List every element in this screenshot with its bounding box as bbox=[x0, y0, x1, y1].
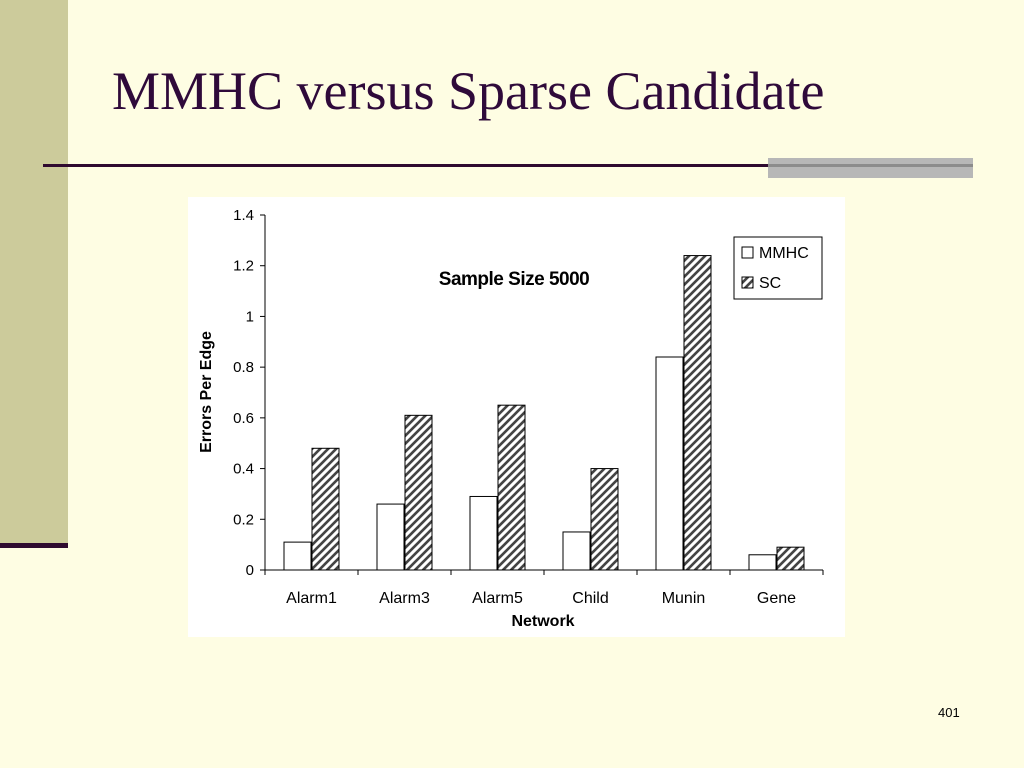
chart-bars bbox=[283, 255, 805, 571]
bar-mmhc-alarm1 bbox=[283, 541, 312, 571]
y-tick-label: 0.6 bbox=[233, 410, 254, 427]
x-tick-label: Alarm5 bbox=[472, 590, 523, 607]
title-accent-bar bbox=[768, 158, 973, 178]
bar-mmhc-child bbox=[562, 531, 591, 571]
y-axis-title: Errors Per Edge bbox=[198, 331, 215, 453]
y-tick-label: 1.4 bbox=[233, 207, 254, 224]
legend-swatch-sc bbox=[741, 276, 754, 289]
left-band-rule bbox=[0, 543, 68, 548]
y-tick-label: 1.2 bbox=[233, 258, 254, 275]
bar-sc-alarm3 bbox=[404, 414, 433, 571]
y-tick-label: 0.4 bbox=[233, 461, 254, 478]
chart-labels: 0 0.2 0.4 0.6 0.8 1 1.2 1.4 Alarm1 Alarm3 Alarm5 Ch… bbox=[233, 207, 796, 607]
chart-axes bbox=[260, 214, 824, 575]
chart-panel: 0 0.2 0.4 0.6 0.8 1 1.2 1.4 Alarm1 Alarm3 Alarm5 Ch… bbox=[188, 197, 845, 637]
bar-sc-gene bbox=[776, 546, 805, 571]
chart-legend: MMHC SC bbox=[733, 236, 823, 300]
bar-mmhc-alarm5 bbox=[469, 495, 498, 571]
y-tick-label: 1 bbox=[246, 308, 254, 325]
slide-title: MMHC versus Sparse Candidate bbox=[112, 61, 825, 121]
bar-sc-child bbox=[590, 468, 619, 571]
bar-mmhc-gene bbox=[748, 554, 777, 571]
y-tick-label: 0 bbox=[246, 562, 254, 579]
x-tick-label: Alarm3 bbox=[379, 590, 430, 607]
legend-label-sc: SC bbox=[759, 275, 781, 292]
left-decorative-band bbox=[0, 0, 68, 546]
y-tick-label: 0.8 bbox=[233, 359, 254, 376]
title-rule bbox=[43, 164, 783, 167]
bar-sc-munin bbox=[683, 255, 712, 571]
bar-mmhc-munin bbox=[655, 356, 684, 571]
bar-sc-alarm5 bbox=[497, 404, 526, 571]
legend-label-mmhc: MMHC bbox=[759, 245, 809, 262]
y-tick-label: 0.2 bbox=[233, 511, 254, 528]
x-tick-label: Alarm1 bbox=[286, 590, 337, 607]
x-tick-label: Child bbox=[572, 590, 608, 607]
legend-swatch-mmhc bbox=[741, 246, 754, 259]
bar-sc-alarm1 bbox=[311, 447, 340, 571]
bar-chart: 0 0.2 0.4 0.6 0.8 1 1.2 1.4 Alarm1 Alarm3 Alarm5 Ch… bbox=[198, 207, 824, 630]
slide-number: 401 bbox=[938, 705, 960, 720]
x-tick-label: Gene bbox=[757, 590, 796, 607]
x-tick-label: Munin bbox=[662, 590, 706, 607]
bar-mmhc-alarm3 bbox=[376, 503, 405, 571]
chart-title: Sample Size 5000 bbox=[439, 269, 589, 290]
x-axis-title: Network bbox=[511, 613, 574, 630]
